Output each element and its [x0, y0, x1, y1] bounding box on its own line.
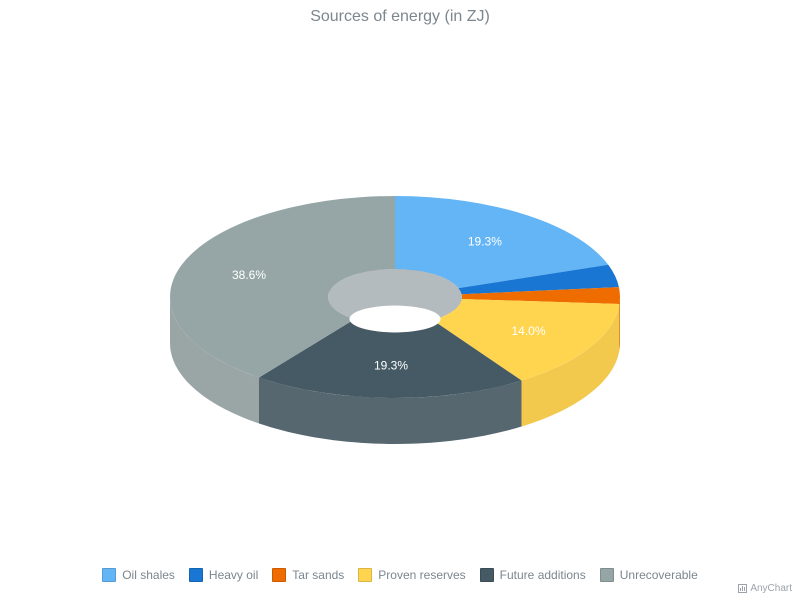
- slice-tar-sands[interactable]: [461, 287, 620, 305]
- pie-hole-opening: [349, 305, 441, 333]
- slice-future-additions[interactable]: [259, 319, 522, 398]
- legend-label-unrecoverable: Unrecoverable: [619, 568, 698, 582]
- slice-side-future-additions[interactable]: [259, 377, 522, 445]
- legend-label-oil-shales: Oil shales: [122, 568, 175, 582]
- legend-swatch-tar-sands: [272, 568, 287, 582]
- slice-label-future-additions: 19.3%: [374, 359, 408, 373]
- legend-item-heavy-oil[interactable]: Heavy oil: [188, 568, 259, 582]
- slice-side-unrecoverable[interactable]: [170, 297, 259, 424]
- legend-swatch-proven-reserves: [358, 568, 373, 582]
- credits-link[interactable]: AnyChart: [738, 583, 792, 594]
- pie-labels: 19.3% 14.0% 19.3% 38.6%: [232, 234, 546, 372]
- legend-label-future-additions: Future additions: [499, 568, 586, 582]
- legend-label-tar-sands: Tar sands: [292, 568, 345, 582]
- pie-chart: 19.3% 14.0% 19.3% 38.6%: [170, 196, 620, 444]
- legend-item-proven-reserves[interactable]: Proven reserves: [358, 568, 466, 582]
- slice-proven-reserves[interactable]: [432, 298, 620, 381]
- credits-label: AnyChart: [750, 583, 792, 594]
- slice-label-proven-reserves: 14.0%: [511, 324, 545, 338]
- slice-unrecoverable[interactable]: [170, 196, 395, 378]
- legend-item-future-additions[interactable]: Future additions: [479, 568, 586, 582]
- legend-swatch-future-additions: [479, 568, 494, 582]
- legend-item-unrecoverable[interactable]: Unrecoverable: [599, 568, 698, 582]
- legend-item-tar-sands[interactable]: Tar sands: [272, 568, 344, 582]
- chart-title: Sources of energy (in ZJ): [310, 8, 490, 25]
- legend-label-proven-reserves: Proven reserves: [378, 568, 466, 582]
- legend: Oil shales Heavy oil Tar sands Proven reser…: [0, 568, 800, 582]
- pie-sides: [170, 297, 620, 444]
- slice-side-tar-sands[interactable]: [619, 297, 621, 350]
- legend-swatch-heavy-oil: [188, 568, 203, 582]
- slice-label-unrecoverable: 38.6%: [232, 268, 266, 282]
- legend-label-heavy-oil: Heavy oil: [208, 568, 259, 582]
- pie-tops: [170, 196, 620, 398]
- slice-label-oil-shales: 19.3%: [468, 234, 502, 248]
- chart-bar-icon: [738, 584, 748, 593]
- slice-heavy-oil[interactable]: [458, 264, 619, 295]
- slice-side-proven-reserves[interactable]: [521, 304, 620, 427]
- legend-swatch-unrecoverable: [599, 568, 614, 582]
- legend-swatch-oil-shales: [102, 568, 117, 582]
- legend-item-oil-shales[interactable]: Oil shales: [102, 568, 175, 582]
- slice-oil-shales[interactable]: [395, 196, 609, 289]
